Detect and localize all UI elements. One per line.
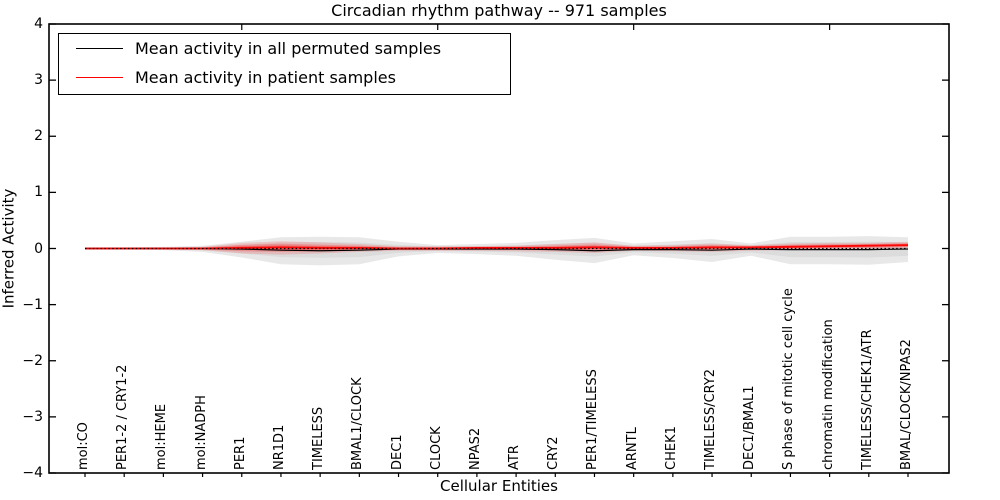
x-tick-label: DEC1/BMAL1	[742, 385, 758, 471]
y-tick-label: 4	[34, 16, 43, 32]
legend-item-patient: Mean activity in patient samples	[59, 63, 510, 92]
x-tick-label: ARNTL	[624, 427, 640, 470]
x-tick-label: mol:NADPH	[193, 395, 209, 470]
permuted-envelope-band	[85, 236, 908, 266]
y-tick-label: −4	[22, 465, 43, 481]
x-tick-label: PER1/TIMELESS	[585, 369, 601, 470]
y-tick-label: 0	[34, 240, 43, 257]
permuted-envelope-core	[85, 241, 908, 258]
x-tick-label: mol:CO	[76, 422, 91, 470]
chart-title: Circadian rhythm pathway -- 971 samples	[331, 1, 667, 20]
legend: Mean activity in all permuted samples Me…	[58, 33, 511, 95]
y-tick-label: 3	[34, 72, 43, 89]
x-tick-label: PER1	[232, 436, 248, 470]
x-axis-label: Cellular Entities	[440, 477, 558, 495]
legend-item-label: Mean activity in patient samples	[135, 68, 396, 87]
legend-item-permuted: Mean activity in all permuted samples	[59, 34, 510, 63]
x-tick-label: NPAS2	[467, 427, 483, 470]
x-tick-label: BMAL1/CLOCK	[350, 377, 366, 470]
x-tick-label: mol:HEME	[154, 403, 170, 470]
x-tick-label: BMAL/CLOCK/NPAS2	[899, 339, 914, 470]
x-tick-label: CLOCK	[428, 426, 444, 470]
y-tick-label: −3	[22, 408, 43, 425]
y-tick-label: 2	[34, 128, 43, 145]
x-tick-label: chromatin modification	[820, 319, 836, 470]
y-tick-label: −1	[22, 296, 43, 313]
x-tick-label: CRY2	[546, 436, 562, 471]
x-tick-label: TIMELESS/CRY2	[703, 368, 719, 470]
x-tick-label: DEC1	[389, 434, 405, 470]
x-tick-label: NR1D1	[271, 424, 287, 470]
legend-item-label: Mean activity in all permuted samples	[135, 39, 442, 58]
x-tick-label: S phase of mitotic cell cycle	[781, 288, 797, 470]
legend-line-sample-permuted-icon	[76, 48, 123, 49]
y-tick-label: −2	[22, 352, 43, 369]
x-tick-label: TIMELESS/CHEK1/ATR	[859, 329, 875, 470]
x-tick-label: CHEK1	[663, 426, 679, 470]
y-tick-label: 1	[34, 184, 43, 201]
legend-line-sample-patient-icon	[76, 77, 123, 78]
x-tick-label: ATR	[507, 445, 523, 470]
x-tick-label: PER1-2 / CRY1-2	[115, 364, 131, 470]
x-tick-label: TIMELESS	[311, 406, 327, 470]
